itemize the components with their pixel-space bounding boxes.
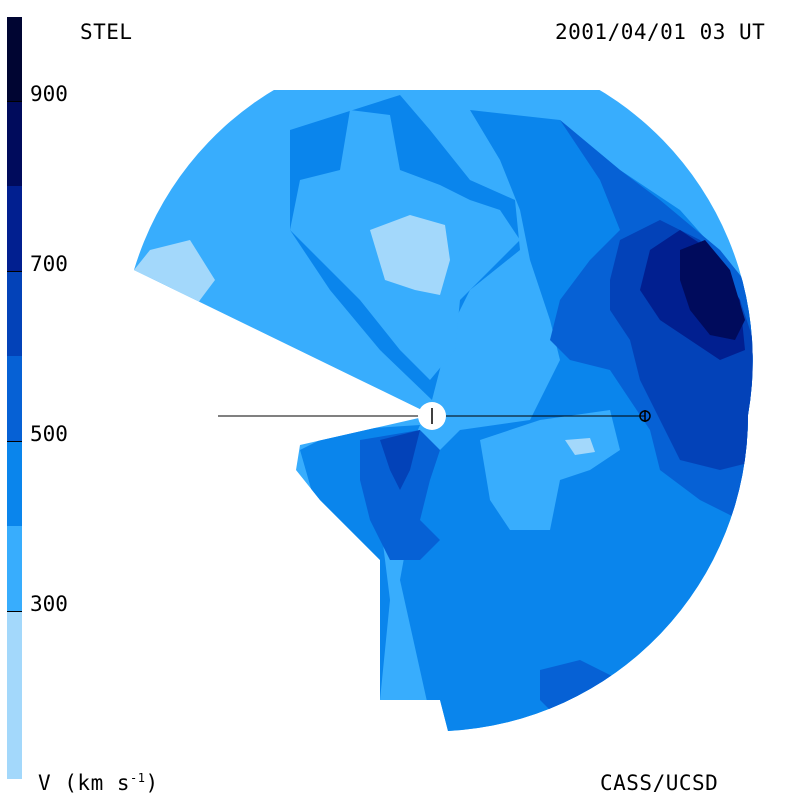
colorbar-segment-5 xyxy=(7,271,22,356)
colorbar-segment-6 xyxy=(7,186,22,271)
level-4-region-south-center xyxy=(360,430,440,560)
colorbar-tick-500 xyxy=(7,441,22,442)
colorbar-label-900: 900 xyxy=(30,82,68,106)
colorbar-label-700: 700 xyxy=(30,252,68,276)
colorbar-segment-0 xyxy=(7,696,22,779)
units-exponent: -1 xyxy=(130,771,146,785)
colorbar-segment-2 xyxy=(7,526,22,611)
colorbar-tick-700 xyxy=(7,271,22,272)
colorbar-tick-300 xyxy=(7,611,22,612)
colorbar-tick-900 xyxy=(7,101,22,102)
timestamp-label: 2001/04/01 03 UT xyxy=(555,20,766,44)
instrument-label: STEL xyxy=(80,20,133,44)
colorbar-segment-3 xyxy=(7,441,22,526)
units-text: V (km s xyxy=(38,771,131,795)
level-1-patch-small-east xyxy=(565,438,595,455)
velocity-colorbar xyxy=(7,17,22,783)
units-close: ) xyxy=(145,771,159,795)
level-5-region-near-sun xyxy=(380,430,420,490)
level-4-region-southeast xyxy=(540,660,650,725)
colorbar-segment-1 xyxy=(7,611,22,696)
credit-label: CASS/UCSD xyxy=(600,771,719,795)
level-7-region-east xyxy=(680,240,745,340)
colorbar-label-500: 500 xyxy=(30,422,68,446)
colorbar-segment-8 xyxy=(7,17,22,101)
colorbar-label-300: 300 xyxy=(30,592,68,616)
level-1-patch-center xyxy=(370,215,450,295)
colorbar-segment-7 xyxy=(7,101,22,186)
units-label: V (km s-1) xyxy=(38,771,159,795)
colorbar-segment-4 xyxy=(7,356,22,441)
